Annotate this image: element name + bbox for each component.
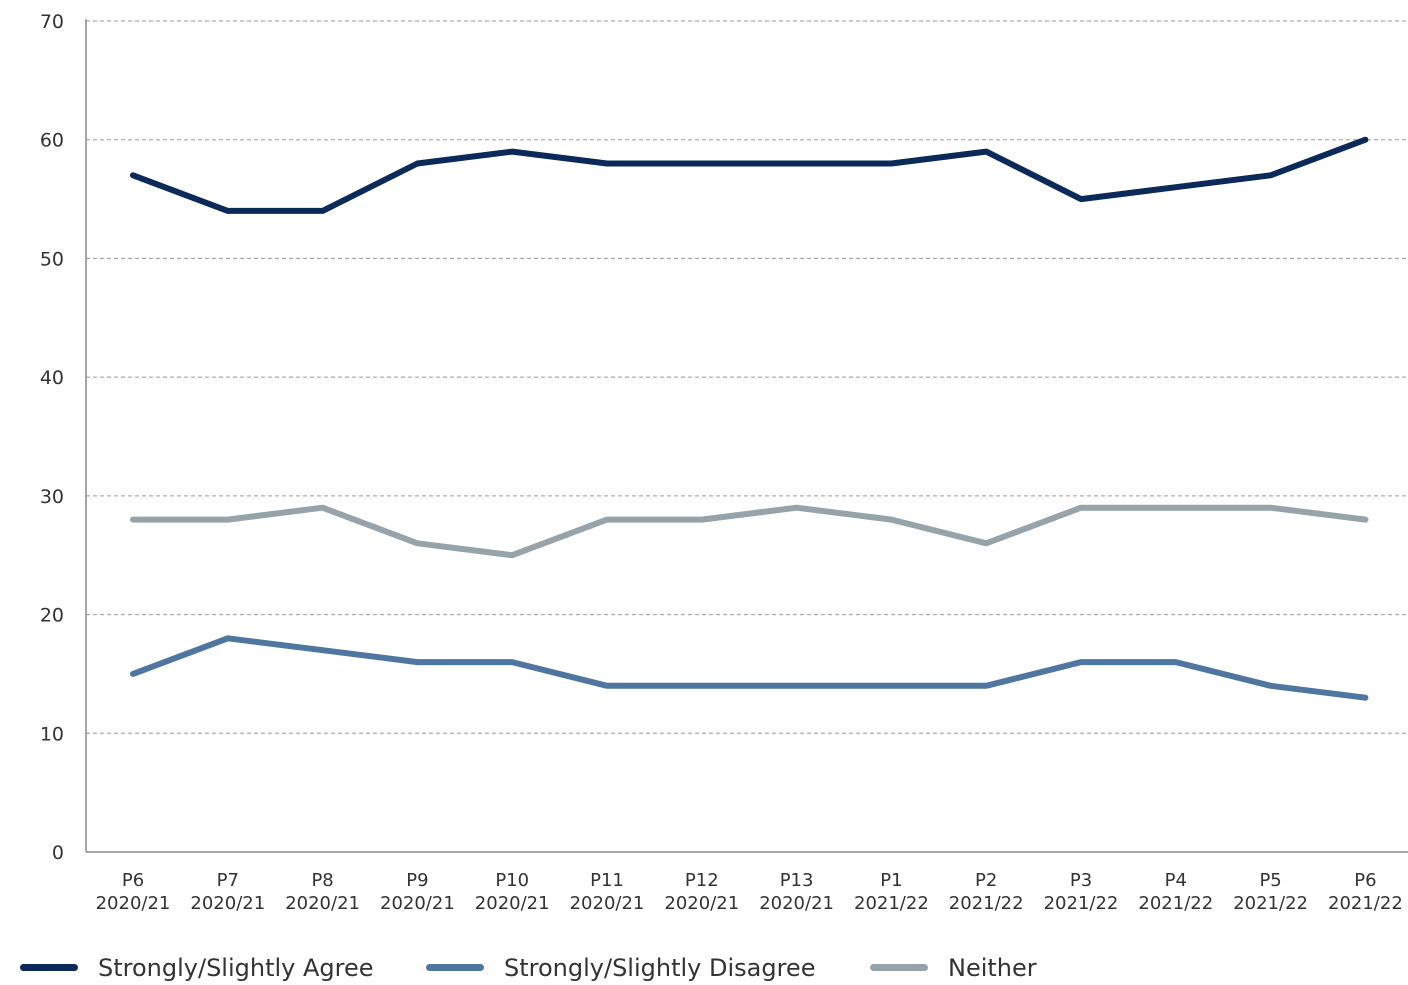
x-tick-label: P1: [880, 870, 902, 891]
x-tick-label: P5: [1259, 870, 1281, 891]
y-tick-label: 20: [40, 605, 64, 627]
y-tick-label: 50: [40, 248, 64, 270]
x-tick-label: 2021/22: [1044, 893, 1119, 914]
x-tick-label: 2020/21: [380, 893, 455, 914]
x-tick-label: 2021/22: [1328, 893, 1403, 914]
y-tick-label: 10: [40, 723, 64, 745]
x-tick-label: 2021/22: [1138, 893, 1213, 914]
y-tick-label: 40: [40, 367, 64, 389]
legend-swatch-agree: [20, 964, 78, 971]
legend-label-neither: Neither: [948, 953, 1037, 982]
x-tick-label: 2020/21: [96, 893, 171, 914]
x-tick-label: 2021/22: [949, 893, 1024, 914]
legend-swatch-disagree: [426, 964, 484, 971]
x-tick-label: P7: [217, 870, 239, 891]
y-tick-label: 30: [40, 486, 64, 508]
x-tick-label: 2020/21: [664, 893, 739, 914]
y-tick-label: 0: [52, 842, 64, 864]
x-tick-label: 2020/21: [570, 893, 645, 914]
legend-item-disagree: Strongly/Slightly Disagree: [426, 950, 815, 985]
x-tick-label: 2020/21: [190, 893, 265, 914]
x-tick-label: 2021/22: [854, 893, 929, 914]
x-tick-label: 2020/21: [759, 893, 834, 914]
x-tick-label: P9: [406, 870, 428, 891]
series-line-3: [130, 504, 1369, 559]
legend-label-disagree: Strongly/Slightly Disagree: [504, 953, 816, 982]
x-tick-label: P6: [122, 870, 144, 891]
series-line-1: [130, 136, 1369, 214]
x-tick-label: P8: [311, 870, 333, 891]
x-tick-label: P13: [780, 870, 814, 891]
x-tick-label: P10: [495, 870, 529, 891]
legend-label-agree: Strongly/Slightly Agree: [98, 953, 374, 982]
y-tick-label: 60: [40, 130, 64, 152]
y-tick-label: 70: [40, 11, 64, 33]
x-tick-label: 2020/21: [285, 893, 360, 914]
x-tick-label: 2021/22: [1233, 893, 1308, 914]
x-tick-label: P11: [590, 870, 624, 891]
x-tick-label: P3: [1070, 870, 1092, 891]
legend: Strongly/Slightly Agree Strongly/Slightl…: [0, 950, 1408, 985]
series-line-2: [130, 635, 1369, 701]
x-tick-label: 2020/21: [475, 893, 550, 914]
x-tick-label: P12: [685, 870, 719, 891]
x-tick-label: P2: [975, 870, 997, 891]
legend-item-neither: Neither: [870, 950, 1037, 985]
line-chart: 010203040506070P62020/21P72020/21P82020/…: [40, 11, 1408, 914]
x-tick-label: P4: [1165, 870, 1187, 891]
x-tick-label: P6: [1354, 870, 1376, 891]
legend-swatch-neither: [870, 964, 928, 971]
legend-item-agree: Strongly/Slightly Agree: [20, 950, 374, 985]
